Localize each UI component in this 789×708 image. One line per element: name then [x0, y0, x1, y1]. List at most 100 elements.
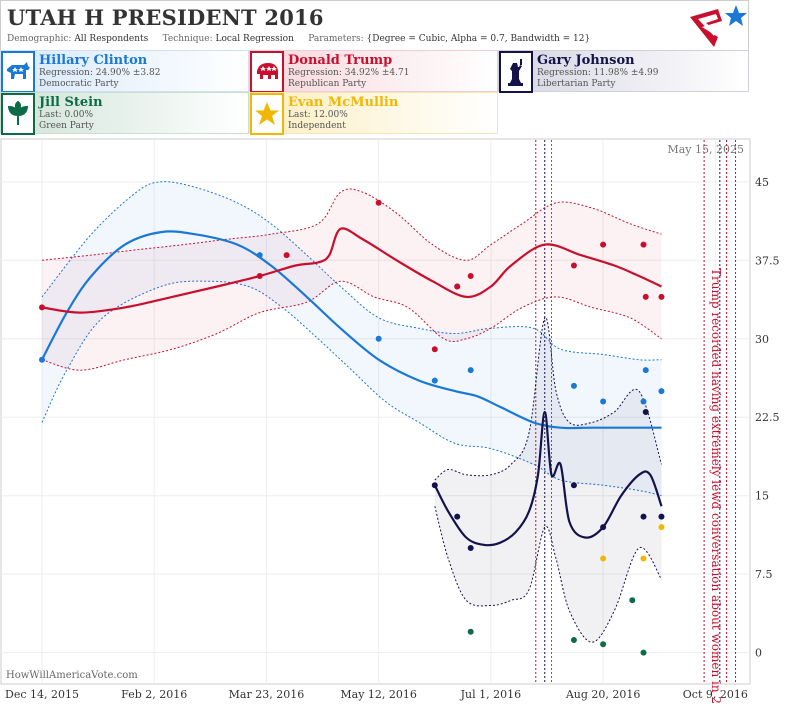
evan-mcmullin-poll-point: [658, 524, 665, 531]
donald-trump-poll-point: [375, 199, 382, 206]
x-tick-label: Mar 23, 2016: [229, 688, 305, 701]
donald-trump-trend-line: [41, 227, 662, 314]
candidate-name: Evan McMullin: [288, 95, 399, 110]
technique-value: Local Regression: [215, 34, 294, 44]
candidate-party: Independent: [288, 121, 346, 131]
gary-johnson-poll-point: [431, 482, 438, 489]
technique-label: Technique:: [162, 34, 213, 44]
candidate-card-clinton[interactable]: Hillary Clinton Regression: 24.90% ±3.82…: [0, 50, 249, 93]
donald-trump-poll-point: [431, 346, 438, 353]
donald-trump-poll-point: [283, 252, 290, 259]
hillary-clinton-poll-point: [642, 367, 649, 374]
plot-frame: [0, 138, 751, 685]
y-tick-label: 0: [755, 647, 762, 660]
star-icon: [250, 93, 284, 135]
candidate-name: Gary Johnson: [537, 53, 635, 68]
gary-johnson-poll-point: [600, 524, 607, 531]
watermark: HowWillAmericaVote.com: [6, 670, 138, 681]
chart-parameters: Demographic: All Respondents Technique: …: [7, 34, 590, 44]
y-tick-label: 22.5: [755, 411, 780, 424]
candidate-stat: Regression: 24.90% ±3.82: [39, 68, 161, 78]
candidate-card-trump[interactable]: Donald Trump Regression: 34.92% ±4.71 Re…: [249, 50, 498, 93]
donald-trump-poll-point: [467, 273, 474, 279]
hillary-clinton-poll-point: [256, 252, 263, 259]
y-tick-label: 37.5: [755, 254, 780, 267]
jill-stein-poll-point: [600, 641, 607, 648]
candidate-party: Democratic Party: [39, 79, 119, 89]
parameters-label: Parameters:: [308, 34, 364, 44]
gary-johnson-poll-point: [467, 545, 474, 551]
donald-trump-poll-point: [39, 304, 45, 311]
x-tick-label: Jul 1, 2016: [460, 688, 522, 701]
donald-trump-poll-point: [256, 273, 263, 279]
jill-stein-poll-point: [629, 597, 636, 604]
x-tick-label: Dec 14, 2015: [5, 688, 79, 701]
y-tick-label: 30: [755, 333, 769, 346]
donald-trump-poll-point: [454, 283, 461, 290]
candidate-stat: Regression: 34.92% ±4.71: [288, 68, 410, 78]
candidate-party: Republican Party: [288, 79, 367, 89]
donkey-icon: [1, 51, 35, 93]
candidate-stat: Last: 0.00%: [39, 110, 94, 120]
x-tick-label: Oct 9, 2016: [683, 688, 748, 701]
gary-johnson-band-upper: [434, 317, 662, 481]
donald-trump-poll-point: [658, 293, 665, 300]
hillary-clinton-trend-line: [41, 230, 662, 430]
candidate-stat: Last: 12.00%: [288, 110, 348, 120]
jill-stein-poll-point: [467, 628, 474, 635]
gary-johnson-poll-point: [570, 482, 577, 489]
hillary-clinton-poll-point: [431, 377, 438, 384]
donald-trump-poll-point: [600, 241, 607, 248]
parameters-value: {Degree = Cubic, Alpha = 0.7, Bandwidth …: [366, 34, 591, 44]
candidate-card-stein[interactable]: Jill Stein Last: 0.00% Green Party: [0, 92, 249, 135]
candidate-name: Jill Stein: [39, 95, 103, 110]
hillary-clinton-poll-point: [658, 388, 665, 395]
evan-mcmullin-poll-point: [600, 555, 607, 562]
hillary-clinton-poll-point: [39, 356, 45, 363]
gary-johnson-poll-point: [454, 513, 461, 520]
x-tick-label: Feb 2, 2016: [121, 688, 187, 701]
demographic-label: Demographic:: [7, 34, 72, 44]
donald-trump-poll-point: [570, 262, 577, 269]
evan-mcmullin-poll-point: [640, 555, 647, 562]
site-logo: [690, 5, 747, 47]
donald-trump-poll-point: [640, 241, 647, 248]
hillary-clinton-poll-point: [375, 335, 382, 342]
donald-trump-band-upper: [41, 188, 662, 261]
statue-of-liberty-icon: [499, 51, 533, 93]
hillary-clinton-band-lower: [41, 280, 662, 497]
y-tick-label: 15: [755, 490, 769, 503]
gary-johnson-poll-point: [642, 409, 649, 415]
leaf-icon: [1, 93, 35, 135]
event-annotation: Trump recorded having extremely lewd con…: [709, 268, 723, 704]
donald-trump-band-lower: [41, 280, 662, 371]
candidate-party: Green Party: [39, 121, 94, 131]
candidate-stat: Regression: 11.98% ±4.99: [537, 68, 659, 78]
x-tick-label: May 12, 2016: [340, 688, 417, 701]
candidate-name: Donald Trump: [288, 53, 393, 68]
hillary-clinton-poll-point: [640, 398, 647, 405]
chart-svg: 0 7.5 15 22.5 30 37.5 45 Dec 14, 2015 Feb 2, 201…: [0, 138, 780, 708]
candidate-name: Hillary Clinton: [39, 53, 148, 68]
gary-johnson-poll-point: [640, 513, 647, 520]
jill-stein-poll-point: [640, 649, 647, 656]
donald-trump-poll-point: [642, 293, 649, 300]
gary-johnson-poll-point: [658, 513, 665, 520]
date-label: May 15, 2025: [667, 143, 744, 156]
candidate-card-mcmullin[interactable]: Evan McMullin Last: 12.00% Independent: [249, 92, 498, 135]
jill-stein-poll-point: [570, 637, 577, 644]
poll-chart: 0 7.5 15 22.5 30 37.5 45 Dec 14, 2015 Feb 2, 201…: [0, 138, 789, 708]
elephant-icon: [250, 51, 284, 93]
hillary-clinton-poll-point: [570, 382, 577, 389]
donald-trump-confidence-band: [42, 189, 662, 371]
page-title: UTAH H PRESIDENT 2016: [7, 5, 324, 30]
candidate-party: Libertarian Party: [537, 79, 616, 89]
hillary-clinton-poll-point: [467, 367, 474, 374]
gary-johnson-trend-line: [433, 410, 663, 547]
gary-johnson-confidence-band: [434, 317, 662, 643]
hillary-clinton-poll-point: [600, 398, 607, 405]
y-tick-label: 7.5: [755, 568, 773, 581]
y-tick-label: 45: [755, 176, 769, 189]
x-tick-label: Aug 20, 2016: [565, 688, 641, 701]
candidate-card-johnson[interactable]: Gary Johnson Regression: 11.98% ±4.99 Li…: [498, 50, 749, 93]
